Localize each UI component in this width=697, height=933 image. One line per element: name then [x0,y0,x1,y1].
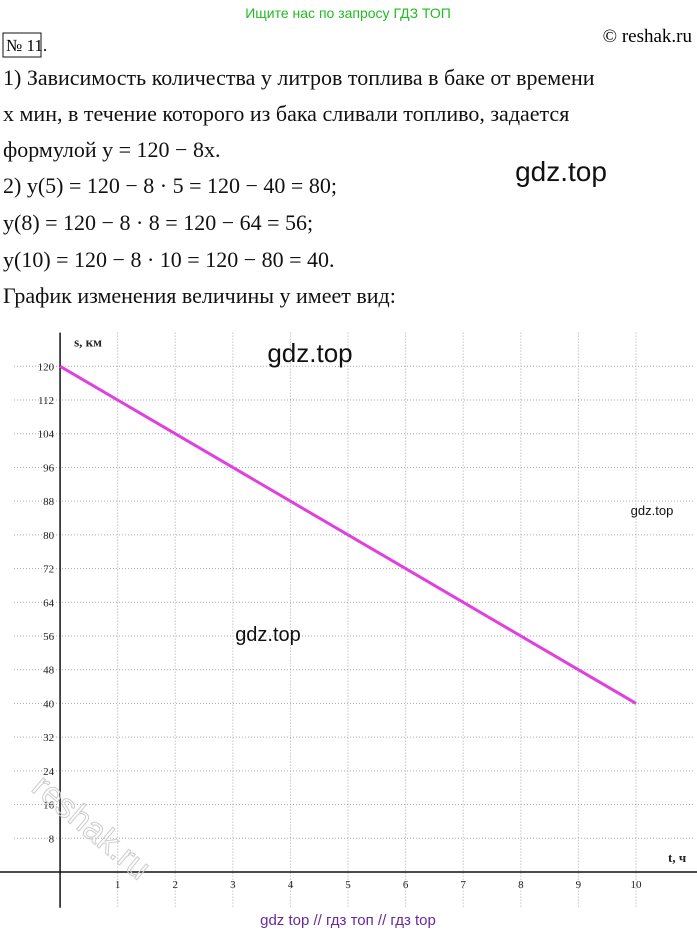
footer: gdz top // гдз топ // гдз top [260,912,436,929]
y-tick-label: 16 [43,800,55,812]
y-tick-label: 32 [43,732,54,744]
x-tick-label: 10 [631,879,643,891]
y-tick-label: 88 [43,496,55,508]
text-line: x мин, в течение которого из бака сливал… [3,101,569,126]
x-tick-label: 9 [576,879,582,891]
watermark: gdz.top [631,503,674,518]
y-tick-label: 48 [43,665,55,677]
y-tick-label: 80 [43,530,55,542]
x-tick-label: 3 [230,879,236,891]
text-line: График изменения величины y имеет вид: [3,283,396,308]
x-tick-label: 4 [288,879,294,891]
y-axis-label: s, км [74,335,102,350]
data-line [59,365,637,705]
y-tick-label: 24 [43,766,55,778]
number-box [2,32,42,58]
y-tick-label: 96 [43,462,55,474]
y-tick-label: 120 [38,361,55,373]
y-tick-label: 56 [43,631,55,643]
text-line: 1) Зависимость количества y литров топли… [3,65,595,90]
copyright: © reshak.ru [603,26,693,47]
reshak-watermark: reshak.ru [25,767,158,887]
y-tick-label: 64 [43,597,55,609]
x-tick-label: 7 [460,879,466,891]
watermark: gdz.top [515,156,607,187]
x-tick-label: 5 [345,879,351,891]
search-hint: Ищите нас по запросу ГДЗ ТОП [245,5,451,21]
text-line: 2) y(5) = 120 − 8 · 5 = 120 − 40 = 80; [3,173,337,198]
y-tick-label: 40 [43,698,55,710]
y-tick-label: 104 [38,429,55,441]
x-tick-label: 1 [115,879,121,891]
y-tick-label: 8 [49,833,55,845]
x-axis-label: t, ч [668,850,686,865]
watermark: gdz.top [267,338,352,368]
text-line: формулой y = 120 − 8x. [3,137,220,162]
y-tick-label: 112 [38,395,54,407]
x-tick-label: 6 [403,879,409,891]
problem-number: № 11. [6,36,47,55]
text-line: y(10) = 120 − 8 · 10 = 120 − 80 = 40. [3,247,335,272]
y-tick-label: 72 [43,564,54,576]
text-line: y(8) = 120 − 8 · 8 = 120 − 64 = 56; [3,210,313,235]
x-tick-label: 8 [518,879,524,891]
watermark: gdz.top [235,624,301,646]
x-tick-label: 2 [173,879,179,891]
